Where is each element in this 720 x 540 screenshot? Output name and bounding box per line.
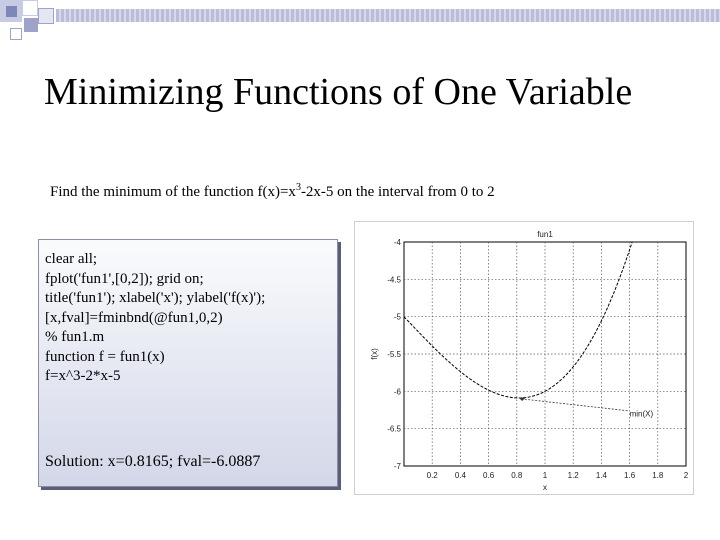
x-tick-label: 1.6 xyxy=(624,471,636,480)
x-axis-label: x xyxy=(543,483,547,492)
header-stripe-bar xyxy=(56,9,720,22)
x-tick-label: 1.2 xyxy=(568,471,580,480)
code-line: % fun1.m xyxy=(45,329,105,345)
deco-square xyxy=(6,6,17,17)
x-tick-label: 0.8 xyxy=(511,471,523,480)
y-tick-label: -5 xyxy=(394,313,402,322)
x-tick-label: 1 xyxy=(543,471,548,480)
y-tick-label: -6 xyxy=(394,387,402,396)
code-line: fplot('fun1',[0,2]); grid on; xyxy=(45,270,204,287)
min-annotation-label: min(X) xyxy=(630,410,654,419)
code-line: function f = fun1(x) xyxy=(45,348,165,365)
y-tick-label: -5.5 xyxy=(387,350,401,359)
task-text-end: -2x-5 on the interval from 0 to 2 xyxy=(300,184,495,200)
y-tick-label: -4.5 xyxy=(387,275,401,284)
deco-square xyxy=(38,8,54,24)
slide-title: Minimizing Functions of One Variable xyxy=(44,71,633,113)
deco-square xyxy=(10,28,22,40)
task-text: Find the minimum of the function f(x)=x xyxy=(50,184,296,200)
x-tick-label: 1.4 xyxy=(596,471,608,480)
y-axis-label: f(x) xyxy=(370,348,379,360)
plot-figure: 0.2 0.4 0.6 0.8 1 1.2 1.4 1.6 1.8 2 -4 -4.5 -5 -5.5 -6… xyxy=(354,221,694,495)
fun1-curve xyxy=(404,242,633,399)
min-annotation-arrowhead xyxy=(519,396,527,401)
y-tick-label: -4 xyxy=(394,238,402,247)
code-line: f=x^3-2*x-5 xyxy=(45,368,121,384)
code-panel: clear all; fplot('fun1',[0,2]); grid on;… xyxy=(38,239,338,487)
x-tick-label: 2 xyxy=(684,471,689,480)
x-tick-label: 0.2 xyxy=(427,471,439,480)
code-line: [x,fval]=fminbnd(@fun1,0,2) xyxy=(45,309,223,326)
plot-title: fun1 xyxy=(537,230,553,239)
x-tick-label: 1.8 xyxy=(652,471,664,480)
solution-text: Solution: x=0.8165; fval=-6.0887 xyxy=(45,453,261,470)
task-exponent: 3 xyxy=(295,182,301,193)
fun1-plot: 0.2 0.4 0.6 0.8 1 1.2 1.4 1.6 1.8 2 -4 -4.5 -5 -5.5 -6… xyxy=(370,230,689,492)
deco-square xyxy=(24,18,38,32)
code-line: clear all; xyxy=(45,251,98,267)
x-tick-label: 0.4 xyxy=(455,471,467,480)
x-tick-label: 0.6 xyxy=(483,471,495,480)
deco-square xyxy=(22,0,38,16)
y-tick-label: -6.5 xyxy=(387,425,401,434)
y-tick-label: -7 xyxy=(394,462,402,471)
code-line: title('fun1'); xlabel('x'); ylabel('f(x)… xyxy=(45,290,266,306)
min-annotation-arrow xyxy=(522,398,628,412)
task-description: Find the minimum of the function f(x)=x3… xyxy=(50,178,495,202)
code-lines: clear all; fplot('fun1',[0,2]); grid on;… xyxy=(45,250,265,387)
